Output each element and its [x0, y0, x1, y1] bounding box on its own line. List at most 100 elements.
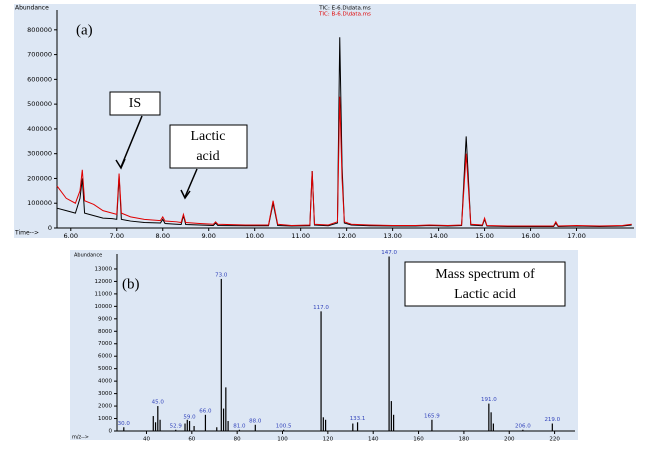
y-tick-label: 1000 — [98, 416, 112, 422]
x-tick-label: 15.00 — [475, 232, 494, 240]
annotation-box — [169, 124, 248, 169]
y-tick-label: 12000 — [95, 279, 113, 285]
x-axis-label: Time--> — [14, 230, 39, 237]
y-tick-label: 4000 — [98, 379, 112, 385]
bar — [238, 429, 241, 431]
bar — [551, 423, 553, 431]
bar — [522, 429, 524, 431]
y-tick-label: 200000 — [27, 174, 52, 182]
peak-label: 100.5 — [276, 423, 292, 429]
annotation: acid — [196, 149, 219, 164]
peak-label: 81.0 — [233, 423, 246, 429]
legend-entry: TIC: B-6.D\data.ms — [318, 12, 371, 18]
x-tick-label: 60 — [188, 437, 195, 443]
arrow-head — [180, 189, 191, 200]
bar — [254, 424, 256, 431]
peak-label: 206.0 — [515, 423, 531, 429]
legend-entry: TIC: E-6.D\data.ms — [318, 6, 371, 12]
x-tick-label: 80 — [234, 437, 241, 443]
y-tick-label: 700000 — [27, 51, 52, 59]
y-tick-label: 3000 — [98, 391, 112, 397]
y-tick-label: 10000 — [95, 304, 113, 310]
line-series — [56, 96, 632, 227]
y-tick-label: 13000 — [95, 266, 113, 272]
peak-label: 117.0 — [313, 305, 329, 311]
peak-label: 59.0 — [183, 415, 196, 421]
annotation: Lactic acid — [454, 287, 516, 302]
annotation-box — [404, 261, 566, 307]
x-tick-label: 200 — [504, 437, 515, 443]
bar — [204, 414, 207, 431]
x-tick-label: 100 — [277, 437, 288, 443]
y-tick-label: 2000 — [98, 404, 112, 410]
bar — [390, 401, 392, 431]
y-tick-label: 5000 — [98, 366, 112, 372]
y-tick-label: 300000 — [27, 150, 52, 158]
bar — [225, 387, 227, 431]
bar — [490, 412, 492, 431]
bar — [222, 408, 225, 431]
bar — [324, 419, 327, 431]
bar — [184, 423, 186, 431]
bar — [159, 419, 161, 431]
bar — [193, 426, 195, 431]
x-axis-label: m/z--> — [72, 435, 89, 441]
y-tick-label: 100000 — [27, 199, 52, 207]
bar — [188, 421, 191, 431]
y-tick-label: 400000 — [27, 125, 52, 133]
x-tick-label: 17.00 — [567, 232, 586, 240]
x-tick-label: 14.00 — [429, 232, 448, 240]
y-tick-label: 500000 — [27, 100, 52, 108]
x-tick-label: 40 — [143, 437, 150, 443]
annotation: Mass spectrum of — [435, 267, 535, 282]
x-tick-label: 140 — [368, 437, 379, 443]
bar — [157, 406, 159, 431]
y-axis-label: Abundance — [74, 253, 102, 259]
bar — [393, 414, 395, 431]
panel-label: (b) — [122, 276, 140, 292]
bar — [227, 421, 229, 431]
x-tick-label: 12.00 — [337, 232, 356, 240]
x-tick-label: 13.00 — [383, 232, 402, 240]
peak-label: 165.9 — [424, 413, 440, 419]
bar — [356, 422, 359, 431]
y-tick-label: 0 — [48, 224, 52, 232]
peak-label: 191.0 — [481, 397, 497, 403]
y-tick-label: 6000 — [98, 354, 112, 360]
x-tick-label: 180 — [459, 437, 470, 443]
x-tick-label: 9.00 — [201, 232, 215, 240]
x-tick-label: 8.00 — [156, 232, 170, 240]
x-tick-label: 16.00 — [521, 232, 540, 240]
x-tick-label: 120 — [323, 437, 334, 443]
peak-label: 66.0 — [199, 408, 212, 414]
peak-label: 219.0 — [544, 417, 560, 423]
y-axis-label: Abundance — [15, 5, 49, 12]
peak-label: 52.9 — [170, 423, 183, 429]
peak-label: 133.1 — [350, 416, 366, 422]
x-tick-label: 11.00 — [291, 232, 310, 240]
x-tick-label: 10.00 — [245, 232, 264, 240]
annotation: IS — [129, 96, 141, 111]
y-tick-label: 11000 — [95, 291, 113, 297]
bar — [388, 256, 390, 431]
x-tick-label: 7.00 — [110, 232, 124, 240]
y-tick-label: 800000 — [27, 26, 52, 34]
peak-label: 73.0 — [215, 272, 228, 278]
y-tick-label: 600000 — [27, 75, 52, 83]
bar — [220, 278, 222, 431]
panel-label: (a) — [76, 22, 93, 38]
peak-label: 88.0 — [249, 418, 262, 424]
x-tick-label: 220 — [549, 437, 560, 443]
x-tick-label: 6.00 — [64, 232, 78, 240]
y-tick-label: 9000 — [98, 316, 112, 322]
bar — [283, 429, 285, 431]
peak-label: 30.0 — [118, 421, 131, 427]
bar — [431, 419, 433, 431]
y-tick-label: 8000 — [98, 329, 112, 335]
bar — [154, 422, 157, 431]
bar — [492, 423, 494, 431]
arrow — [120, 115, 143, 168]
y-tick-label: 0 — [109, 429, 113, 435]
bar — [322, 417, 324, 431]
